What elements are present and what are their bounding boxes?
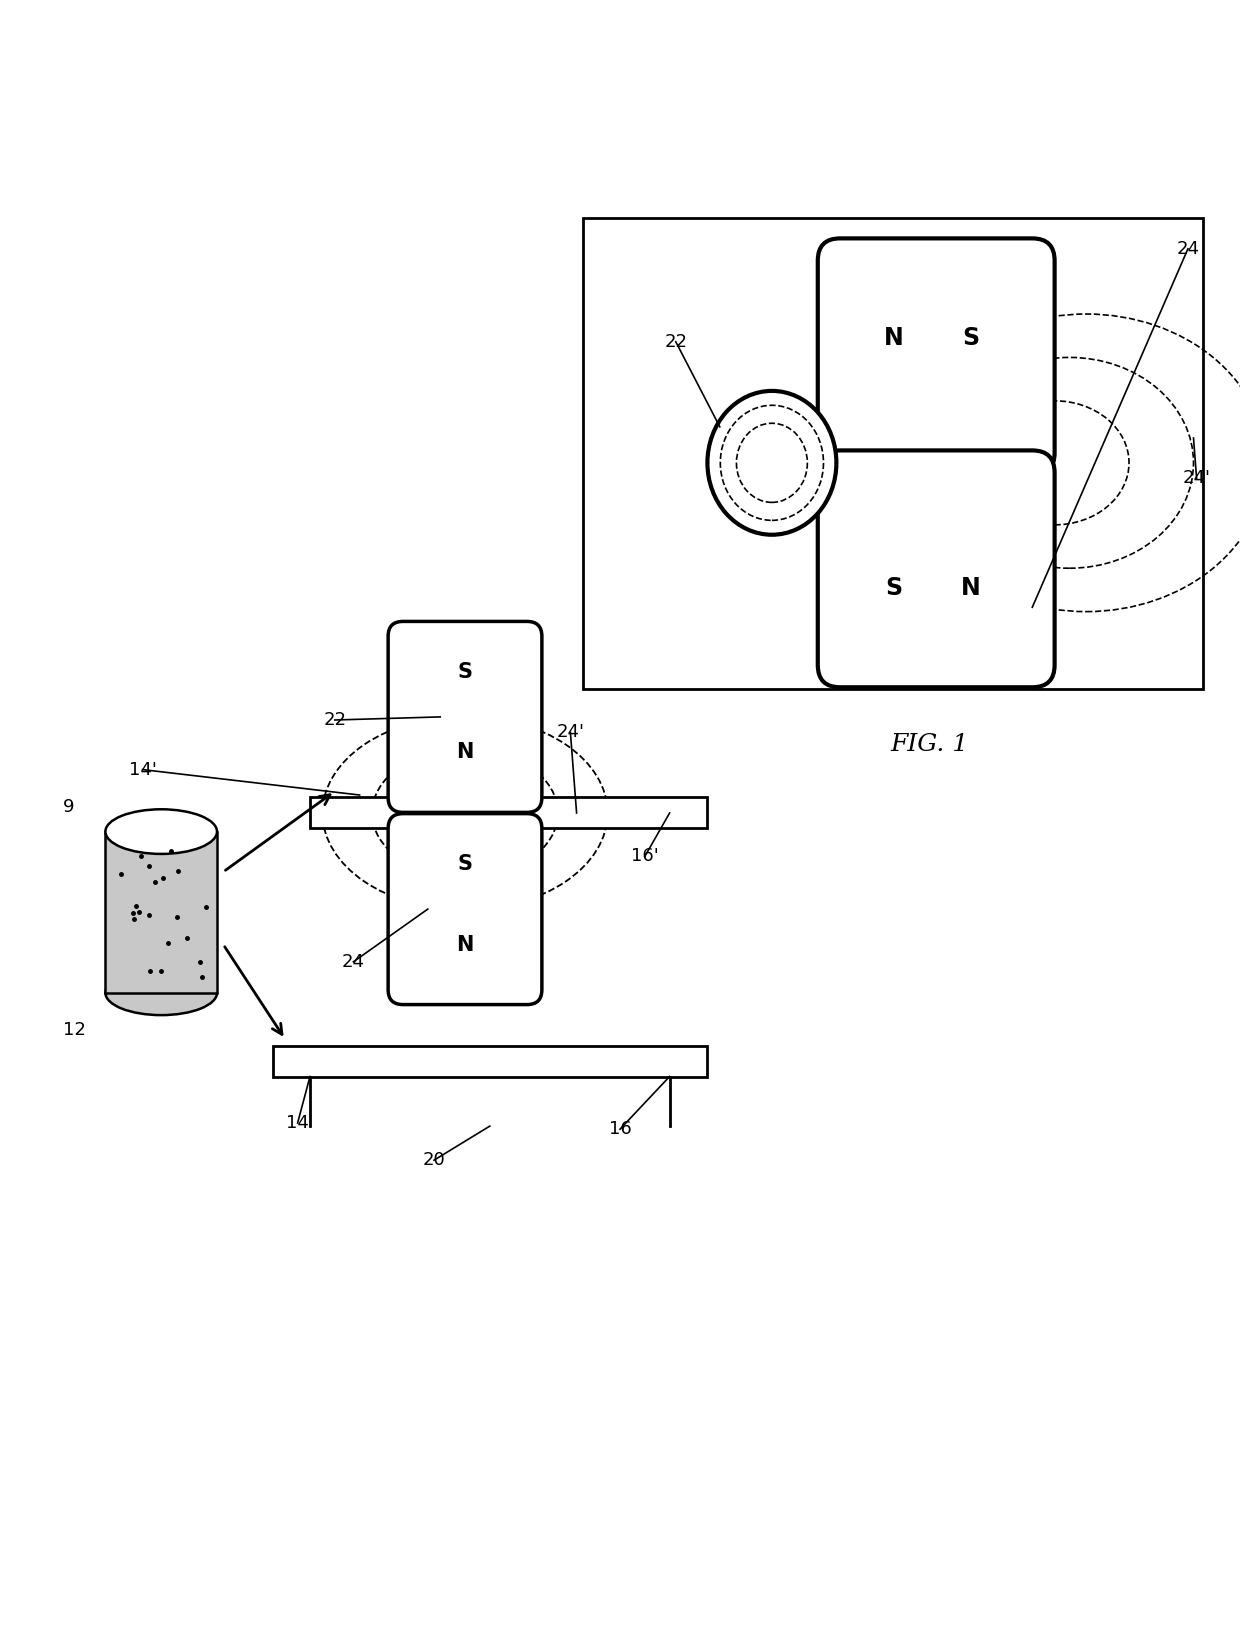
Bar [310, 797, 707, 829]
Text: 24': 24' [557, 724, 584, 741]
Text: N: N [961, 576, 981, 600]
Ellipse shape [105, 810, 217, 854]
Text: 12: 12 [63, 1021, 86, 1039]
Text: S: S [962, 325, 980, 350]
Text: 22: 22 [324, 711, 346, 728]
FancyBboxPatch shape [818, 450, 1055, 688]
FancyBboxPatch shape [388, 813, 542, 1005]
Text: N: N [456, 743, 474, 763]
Text: N: N [456, 935, 474, 954]
FancyBboxPatch shape [818, 239, 1055, 475]
Text: FIG. 1: FIG. 1 [890, 733, 970, 756]
Ellipse shape [105, 971, 217, 1015]
Text: 16': 16' [631, 847, 658, 865]
Text: N: N [884, 325, 904, 350]
Ellipse shape [707, 390, 837, 535]
Text: 16: 16 [609, 1120, 631, 1138]
Text: 14: 14 [286, 1114, 309, 1132]
Text: 24: 24 [342, 953, 365, 971]
Bar [105, 831, 217, 993]
Text: 24: 24 [1177, 239, 1199, 259]
Text: 14': 14' [129, 761, 156, 779]
Text: S: S [458, 662, 472, 681]
Text: 15: 15 [118, 829, 140, 847]
Bar [583, 218, 1203, 689]
Text: S: S [885, 576, 903, 600]
Text: 20: 20 [423, 1151, 445, 1169]
Bar [273, 1046, 707, 1076]
Text: 24': 24' [1183, 470, 1210, 488]
Text: 9: 9 [62, 798, 74, 816]
FancyBboxPatch shape [388, 621, 542, 813]
Text: S: S [458, 854, 472, 873]
Text: 22: 22 [665, 333, 687, 351]
